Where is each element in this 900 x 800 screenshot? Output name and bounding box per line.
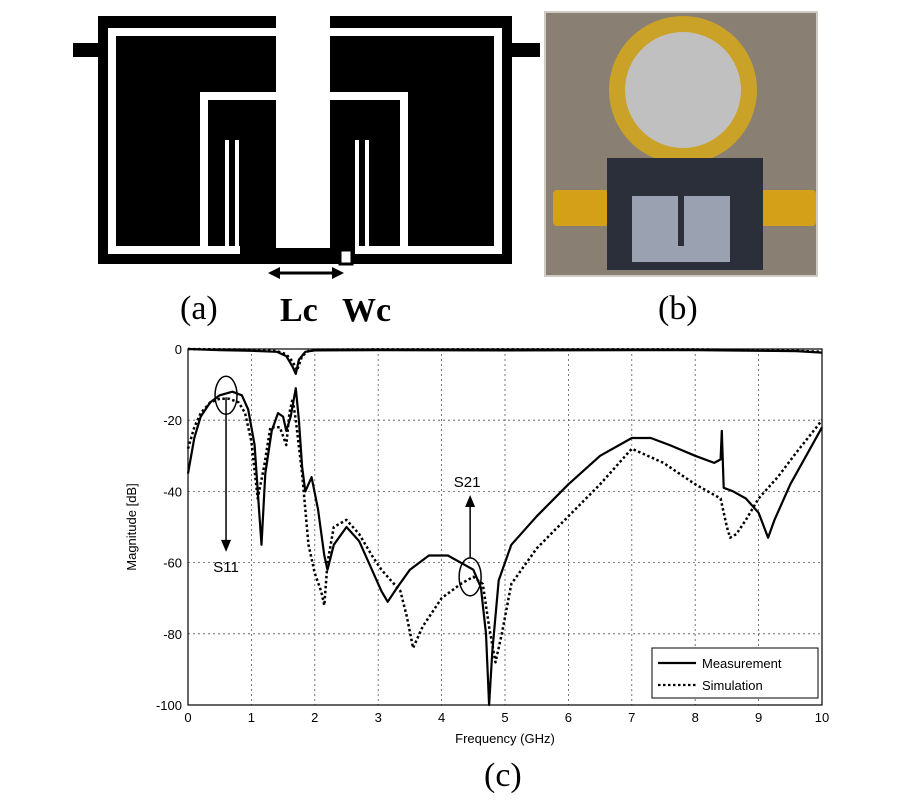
panel-c-label: (c): [484, 757, 522, 794]
y-tick-label: -100: [156, 698, 182, 713]
x-axis-label: Frequency (GHz): [455, 731, 555, 746]
tick-labels: 0 1 2 3 4 5 6 7 8 9 10 0 -20 -40 -60 -80 -100: [156, 342, 829, 725]
grid: [188, 349, 822, 705]
annotation-arrowhead: [221, 539, 232, 552]
annotation-arrowhead: [465, 494, 476, 507]
legend-box: [651, 647, 819, 699]
x-tick-label: 7: [628, 710, 635, 725]
wc-label: Wc: [342, 292, 392, 329]
legend: Measurement Simulation: [651, 647, 819, 699]
legend-entry: Simulation: [702, 678, 763, 693]
series-line-3: [187, 347, 823, 372]
x-tick-label: 9: [755, 710, 762, 725]
annotation-label: S11: [213, 559, 239, 576]
y-tick-label: -20: [163, 413, 182, 428]
x-tick-label: 8: [692, 710, 699, 725]
y-axis-label: Magnitude [dB]: [124, 483, 139, 570]
annotation-label: S21: [454, 474, 481, 491]
x-tick-label: 3: [375, 710, 382, 725]
x-tick-label: 0: [184, 710, 191, 725]
x-tick-label: 5: [501, 710, 508, 725]
lc-label: Lc: [280, 292, 318, 329]
legend-entry: Measurement: [702, 656, 782, 671]
annotation-ellipse: [458, 557, 482, 597]
y-tick-label: -80: [163, 627, 182, 642]
y-tick-label: -60: [163, 556, 182, 571]
series-line-1: [186, 397, 823, 664]
y-tick-label: -40: [163, 484, 182, 499]
x-tick-label: 6: [565, 710, 572, 725]
plot-frame: [187, 348, 823, 706]
plot-border: [187, 348, 823, 706]
series-line-0: [186, 387, 823, 707]
y-tick-label: 0: [175, 342, 182, 357]
panel-b-label: (b): [658, 290, 698, 327]
x-tick-label: 2: [311, 710, 318, 725]
x-tick-label: 1: [248, 710, 255, 725]
x-tick-label: 4: [438, 710, 445, 725]
panel-a-label: (a): [180, 290, 218, 327]
x-tick-label: 10: [815, 710, 829, 725]
series-lines: [186, 347, 823, 707]
annotations: S11 S21: [213, 375, 482, 597]
